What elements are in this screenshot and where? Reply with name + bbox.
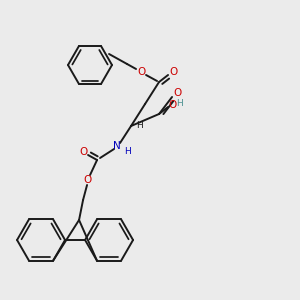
Text: O: O	[173, 88, 181, 98]
Text: H: H	[124, 146, 130, 155]
Text: N: N	[113, 141, 121, 151]
Text: H: H	[176, 98, 182, 107]
Text: H: H	[136, 122, 142, 130]
Text: O: O	[79, 147, 87, 157]
Text: O: O	[83, 175, 91, 185]
Text: O: O	[168, 100, 176, 110]
Text: O: O	[137, 67, 145, 77]
Text: O: O	[169, 67, 177, 77]
